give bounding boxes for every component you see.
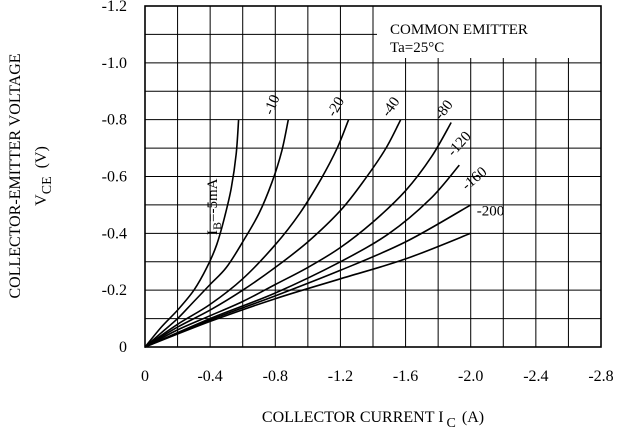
y-tick-label: -1.0 xyxy=(102,55,127,72)
curve-labels: IB=-5mA -10 -20 -40 -80 -120 -160 -200 xyxy=(205,93,504,235)
curve-label-text: -200 xyxy=(477,203,505,219)
y-tick-label: -0.2 xyxy=(102,282,127,299)
legend-annotation: COMMON EMITTER Ta=25°C xyxy=(377,6,601,58)
curve-ib-I xyxy=(144,119,240,348)
curve-label-text: -80 xyxy=(432,97,457,123)
y-axis-label-line-1: COLLECTOR-EMITTER VOLTAGE xyxy=(7,53,24,298)
curve-label-minus-40: -40 xyxy=(379,94,404,120)
y-tick-label: 0 xyxy=(119,339,127,356)
annotation-line-1: COMMON EMITTER xyxy=(390,22,528,38)
curve-label-minus-120: -120 xyxy=(444,129,474,160)
y-axis-label-line-2: VCE(V) xyxy=(33,146,55,206)
curve-label-text: -20 xyxy=(324,94,348,119)
annotation-box xyxy=(377,6,601,58)
curve-label-text: -120 xyxy=(444,129,474,160)
x-tick-label: -0.4 xyxy=(197,368,222,385)
x-axis-label: COLLECTOR CURRENT I C (A) xyxy=(262,409,484,431)
plot-frame xyxy=(144,5,602,348)
curve-label-minus-20: -20 xyxy=(324,94,348,119)
x-tick-label: -2.0 xyxy=(458,368,483,385)
curve-ib-200 xyxy=(144,232,471,348)
curve-label-ib-5ma: IB=-5mA xyxy=(205,178,224,235)
y-axis-symbol: VCE(V) xyxy=(33,146,55,206)
curve-ib-80 xyxy=(144,122,452,348)
x-tick-label: -0.8 xyxy=(263,368,288,385)
curve-label-minus-10: -10 xyxy=(261,93,283,118)
curves xyxy=(144,119,472,348)
x-tick-label: -1.6 xyxy=(393,368,418,385)
curve-ib-20 xyxy=(144,119,350,348)
x-tick-label: -1.2 xyxy=(328,368,353,385)
y-tick-label: -0.6 xyxy=(102,169,127,186)
curve-label-text: -10 xyxy=(261,93,283,118)
y-axis-label: COLLECTOR-EMITTER VOLTAGE xyxy=(7,53,24,298)
curve-ib-120 xyxy=(144,164,460,348)
curve-label-text: IB=-5mA xyxy=(205,178,224,235)
y-tick-label: -0.4 xyxy=(102,225,127,242)
tick-labels: 0 -0.4 -0.8 -1.2 -1.6 -2.0 -2.4 -2.8 0 -0.2 -0.4 -0… xyxy=(102,0,614,385)
x-tick-label: 0 xyxy=(141,368,149,385)
curve-ib-10 xyxy=(144,119,290,348)
curve-label-minus-200: -200 xyxy=(477,203,505,219)
curve-ib-40 xyxy=(144,119,402,348)
curve-ib-160 xyxy=(144,204,472,348)
curve-label-text: -160 xyxy=(459,164,490,194)
x-tick-label: -2.8 xyxy=(588,368,613,385)
curve-label-minus-80: -80 xyxy=(432,97,457,123)
y-tick-label: -1.2 xyxy=(102,0,127,15)
curve-label-minus-160: -160 xyxy=(459,164,490,194)
curve-label-text: -40 xyxy=(379,94,404,120)
y-tick-label: -0.8 xyxy=(102,112,127,129)
annotation-line-2: Ta=25°C xyxy=(390,40,444,56)
x-tick-label: -2.4 xyxy=(523,368,548,385)
